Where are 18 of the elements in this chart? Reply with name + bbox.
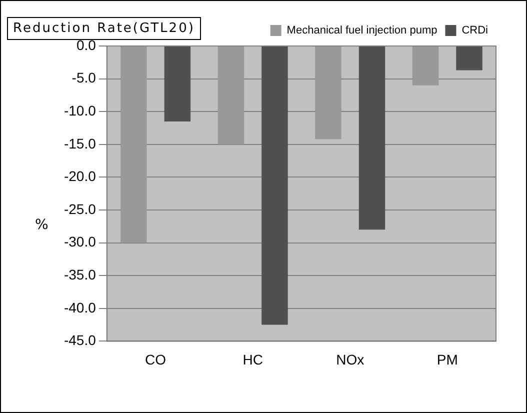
y-tick-label: -5.0 (72, 70, 96, 86)
legend-label: Mechanical fuel injection pump (286, 24, 438, 37)
legend-label: CRDi (462, 24, 488, 37)
y-tick-label: -45.0 (64, 332, 96, 348)
x-tick-label: PM (436, 351, 458, 368)
y-tick-label: -20.0 (64, 168, 96, 184)
x-tick-label: NOx (336, 351, 364, 368)
chart-title: Reduction Rate(GTL20) (13, 21, 195, 36)
y-axis-title: % (35, 217, 48, 233)
y-tick-label: -40.0 (64, 299, 96, 316)
x-tick-label: HC (242, 351, 263, 368)
y-tick-label: -35.0 (64, 266, 96, 282)
y-tick-label: -25.0 (64, 200, 96, 217)
y-tick-label: 0.0 (76, 36, 96, 53)
y-tick-label: -10.0 (64, 102, 96, 118)
y-tick-label: -30.0 (64, 234, 96, 250)
y-tick-label: -15.0 (64, 135, 96, 152)
x-tick-label: CO (145, 351, 166, 368)
